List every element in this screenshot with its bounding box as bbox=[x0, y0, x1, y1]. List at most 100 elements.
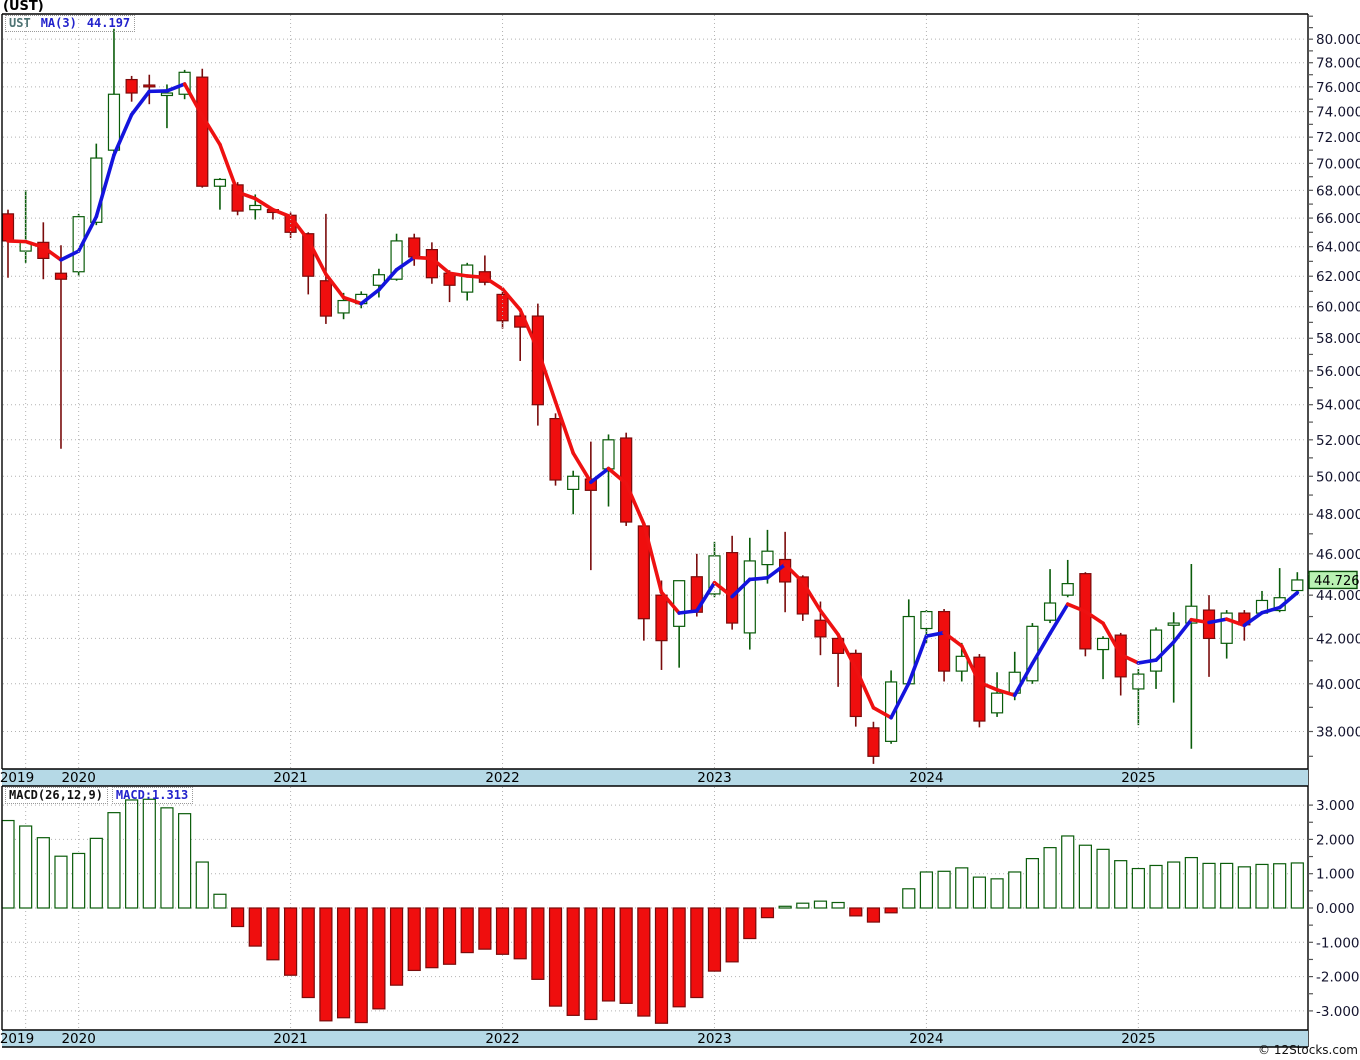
macd-bar bbox=[73, 853, 85, 908]
macd-bar bbox=[726, 908, 738, 962]
macd-bar bbox=[1168, 862, 1180, 908]
macd-bar bbox=[373, 908, 385, 1009]
candle bbox=[1204, 595, 1215, 677]
price-axis-label: 44.000 bbox=[1316, 588, 1360, 604]
candle bbox=[144, 75, 155, 104]
macd-bar bbox=[338, 908, 350, 1018]
macd-bar bbox=[744, 908, 756, 939]
candle bbox=[568, 471, 579, 515]
macd-bar bbox=[267, 908, 279, 960]
macd-bar bbox=[461, 908, 473, 953]
macd-bar bbox=[1203, 863, 1215, 908]
candle bbox=[550, 413, 561, 485]
macd-bar bbox=[514, 908, 526, 959]
macd-bar bbox=[938, 871, 950, 908]
macd-bar bbox=[126, 800, 138, 908]
macd-bar bbox=[143, 799, 155, 908]
price-axis-label: 70.000 bbox=[1316, 156, 1360, 172]
macd-bar bbox=[1238, 867, 1250, 908]
candle bbox=[780, 532, 791, 612]
macd-bar bbox=[1132, 869, 1144, 908]
macd-bar bbox=[426, 908, 438, 968]
macd-bar bbox=[585, 908, 597, 1019]
macd-legend: MACD(26,12,9)MACD:1.313 bbox=[5, 788, 193, 802]
price-axis-label: 60.000 bbox=[1316, 300, 1360, 316]
macd-bar bbox=[1291, 863, 1303, 908]
macd-bar bbox=[285, 908, 297, 975]
candle bbox=[462, 263, 473, 301]
macd-panel bbox=[2, 799, 1307, 1023]
macd-bar bbox=[444, 908, 456, 964]
macd-bar bbox=[567, 908, 579, 1015]
macd-bar bbox=[355, 908, 367, 1023]
macd-bar bbox=[832, 903, 844, 908]
macd-bar bbox=[196, 862, 208, 908]
macd-bar bbox=[497, 908, 509, 954]
candle bbox=[55, 245, 66, 449]
macd-bar bbox=[1044, 848, 1056, 908]
candle bbox=[197, 69, 208, 188]
price-axis-label: 50.000 bbox=[1316, 469, 1360, 485]
candle bbox=[939, 609, 950, 681]
macd-bar bbox=[108, 813, 120, 908]
macd-bar bbox=[779, 906, 791, 908]
price-axis-label: 40.000 bbox=[1316, 677, 1360, 693]
candle bbox=[674, 580, 685, 667]
candle bbox=[1168, 612, 1179, 702]
macd-bar bbox=[408, 908, 420, 970]
price-axis-label: 52.000 bbox=[1316, 433, 1360, 449]
main-chart-panel bbox=[3, 29, 1308, 764]
price-axis-label: 54.000 bbox=[1316, 398, 1360, 414]
year-label: 2020 bbox=[61, 770, 95, 786]
macd-bar bbox=[1009, 872, 1021, 908]
price-axis-label: 62.000 bbox=[1316, 269, 1360, 285]
macd-bar bbox=[302, 908, 314, 998]
year-label: 2023 bbox=[697, 770, 731, 786]
candle bbox=[727, 536, 738, 630]
page-title: (UST) bbox=[3, 0, 44, 14]
macd-bar bbox=[920, 872, 932, 908]
macd-bar bbox=[214, 894, 226, 908]
last-price-tag-text: 44.726 bbox=[1314, 574, 1360, 589]
macd-indicator-value: MACD:1.313 bbox=[112, 787, 193, 804]
macd-bar bbox=[761, 908, 773, 918]
price-axis-label: 68.000 bbox=[1316, 183, 1360, 199]
candle bbox=[3, 210, 14, 278]
candle bbox=[1098, 636, 1109, 679]
year-label: 2025 bbox=[1121, 770, 1155, 786]
macd-bar bbox=[1115, 861, 1127, 908]
macd-axis-label: 0.000 bbox=[1316, 901, 1355, 917]
year-label: 2020 bbox=[61, 1031, 95, 1047]
year-label: 2024 bbox=[909, 1031, 943, 1047]
price-axis-label: 58.000 bbox=[1316, 331, 1360, 347]
macd-histogram bbox=[2, 799, 1303, 1023]
candle bbox=[1115, 633, 1126, 696]
macd-bar bbox=[885, 908, 897, 913]
candle bbox=[1133, 669, 1144, 725]
year-label: 2019 bbox=[0, 1031, 34, 1047]
price-axis-label: 42.000 bbox=[1316, 631, 1360, 647]
year-gridlines bbox=[26, 15, 1139, 1029]
macd-bar bbox=[956, 868, 968, 908]
candle bbox=[214, 178, 225, 210]
year-label: 2025 bbox=[1121, 1031, 1155, 1047]
macd-bar bbox=[320, 908, 332, 1021]
price-axis-label: 80.000 bbox=[1316, 32, 1360, 48]
price-axis-label: 78.000 bbox=[1316, 56, 1360, 72]
macd-bar bbox=[850, 908, 862, 916]
macd-bar bbox=[1185, 858, 1197, 908]
price-axis-label: 46.000 bbox=[1316, 547, 1360, 563]
macd-axis-label: 1.000 bbox=[1316, 867, 1355, 883]
candle bbox=[108, 29, 119, 154]
macd-bar bbox=[1256, 864, 1268, 908]
year-label: 2022 bbox=[485, 770, 519, 786]
macd-bar bbox=[1097, 849, 1109, 908]
macd-axis-label: -3.000 bbox=[1316, 1004, 1360, 1020]
macd-bar bbox=[479, 908, 491, 949]
year-label: 2022 bbox=[485, 1031, 519, 1047]
